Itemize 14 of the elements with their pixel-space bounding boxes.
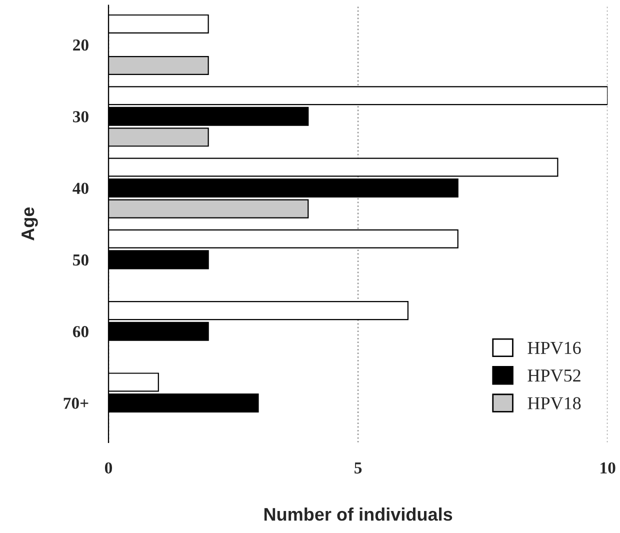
legend-label: HPV52 (528, 370, 580, 382)
legend-label: HPV16 (528, 342, 581, 354)
y-tick-label: 60 (72, 326, 88, 338)
x-tick-label: 0 (104, 462, 112, 474)
x-tick-label: 5 (354, 462, 362, 474)
x-tick-label: 10 (600, 462, 616, 474)
y-tick-label: 20 (73, 39, 88, 51)
y-tick-label: 30 (73, 111, 88, 122)
y-tick-label: 70+ (64, 398, 88, 409)
legend-label: HPV18 (528, 397, 581, 410)
y-tick-label: 40 (72, 182, 88, 194)
x-axis-title: Number of individuals (264, 508, 452, 521)
y-axis-title: Age (22, 207, 38, 240)
y-tick-label: 50 (73, 254, 88, 266)
